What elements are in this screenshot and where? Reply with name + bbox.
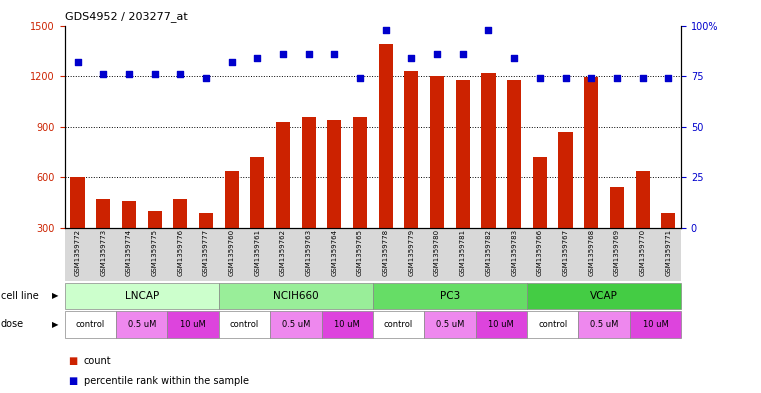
- Bar: [174, 199, 187, 279]
- Point: [533, 75, 546, 81]
- Point: [123, 71, 135, 77]
- Text: 10 uM: 10 uM: [642, 320, 668, 329]
- Text: control: control: [384, 320, 413, 329]
- Point: [354, 75, 366, 81]
- Text: VCAP: VCAP: [590, 291, 618, 301]
- Text: GDS4952 / 203277_at: GDS4952 / 203277_at: [65, 11, 187, 22]
- Bar: [379, 44, 393, 279]
- Bar: [224, 171, 239, 279]
- Text: 10 uM: 10 uM: [489, 320, 514, 329]
- Point: [328, 51, 340, 57]
- Text: 0.5 uM: 0.5 uM: [436, 320, 464, 329]
- Bar: [559, 132, 572, 279]
- Bar: [301, 117, 316, 279]
- Text: ▶: ▶: [52, 320, 58, 329]
- Text: 0.5 uM: 0.5 uM: [590, 320, 618, 329]
- Point: [97, 71, 110, 77]
- Point: [585, 75, 597, 81]
- Bar: [250, 157, 264, 279]
- Bar: [353, 117, 367, 279]
- Bar: [122, 201, 136, 279]
- Bar: [456, 80, 470, 279]
- Bar: [533, 157, 547, 279]
- Bar: [507, 80, 521, 279]
- Text: ■: ■: [68, 356, 78, 366]
- Text: PC3: PC3: [440, 291, 460, 301]
- Point: [380, 26, 392, 33]
- Point: [508, 55, 521, 61]
- Text: ▶: ▶: [52, 292, 58, 300]
- Point: [200, 75, 212, 81]
- Point: [431, 51, 443, 57]
- Bar: [276, 122, 290, 279]
- Bar: [610, 187, 624, 279]
- Bar: [430, 76, 444, 279]
- Text: percentile rank within the sample: percentile rank within the sample: [84, 376, 249, 386]
- Text: count: count: [84, 356, 111, 366]
- Point: [559, 75, 572, 81]
- Point: [611, 75, 623, 81]
- Bar: [635, 171, 650, 279]
- Bar: [327, 120, 342, 279]
- Point: [457, 51, 469, 57]
- Bar: [71, 177, 84, 279]
- Text: control: control: [76, 320, 105, 329]
- Point: [636, 75, 648, 81]
- Point: [174, 71, 186, 77]
- Text: 10 uM: 10 uM: [180, 320, 206, 329]
- Bar: [482, 73, 495, 279]
- Bar: [584, 77, 598, 279]
- Point: [277, 51, 289, 57]
- Point: [406, 55, 418, 61]
- Bar: [661, 213, 675, 279]
- Text: ■: ■: [68, 376, 78, 386]
- Bar: [404, 71, 419, 279]
- Point: [225, 59, 237, 65]
- Point: [482, 26, 495, 33]
- Text: NCIH660: NCIH660: [273, 291, 319, 301]
- Bar: [199, 213, 213, 279]
- Point: [303, 51, 315, 57]
- Bar: [148, 211, 161, 279]
- Text: 10 uM: 10 uM: [334, 320, 360, 329]
- Text: 0.5 uM: 0.5 uM: [282, 320, 310, 329]
- Text: LNCAP: LNCAP: [125, 291, 159, 301]
- Bar: [96, 199, 110, 279]
- Point: [251, 55, 263, 61]
- Text: control: control: [230, 320, 259, 329]
- Text: cell line: cell line: [1, 291, 39, 301]
- Text: dose: dose: [1, 319, 24, 329]
- Text: 0.5 uM: 0.5 uM: [128, 320, 156, 329]
- Text: control: control: [538, 320, 567, 329]
- Point: [662, 75, 674, 81]
- Point: [72, 59, 84, 65]
- Point: [148, 71, 161, 77]
